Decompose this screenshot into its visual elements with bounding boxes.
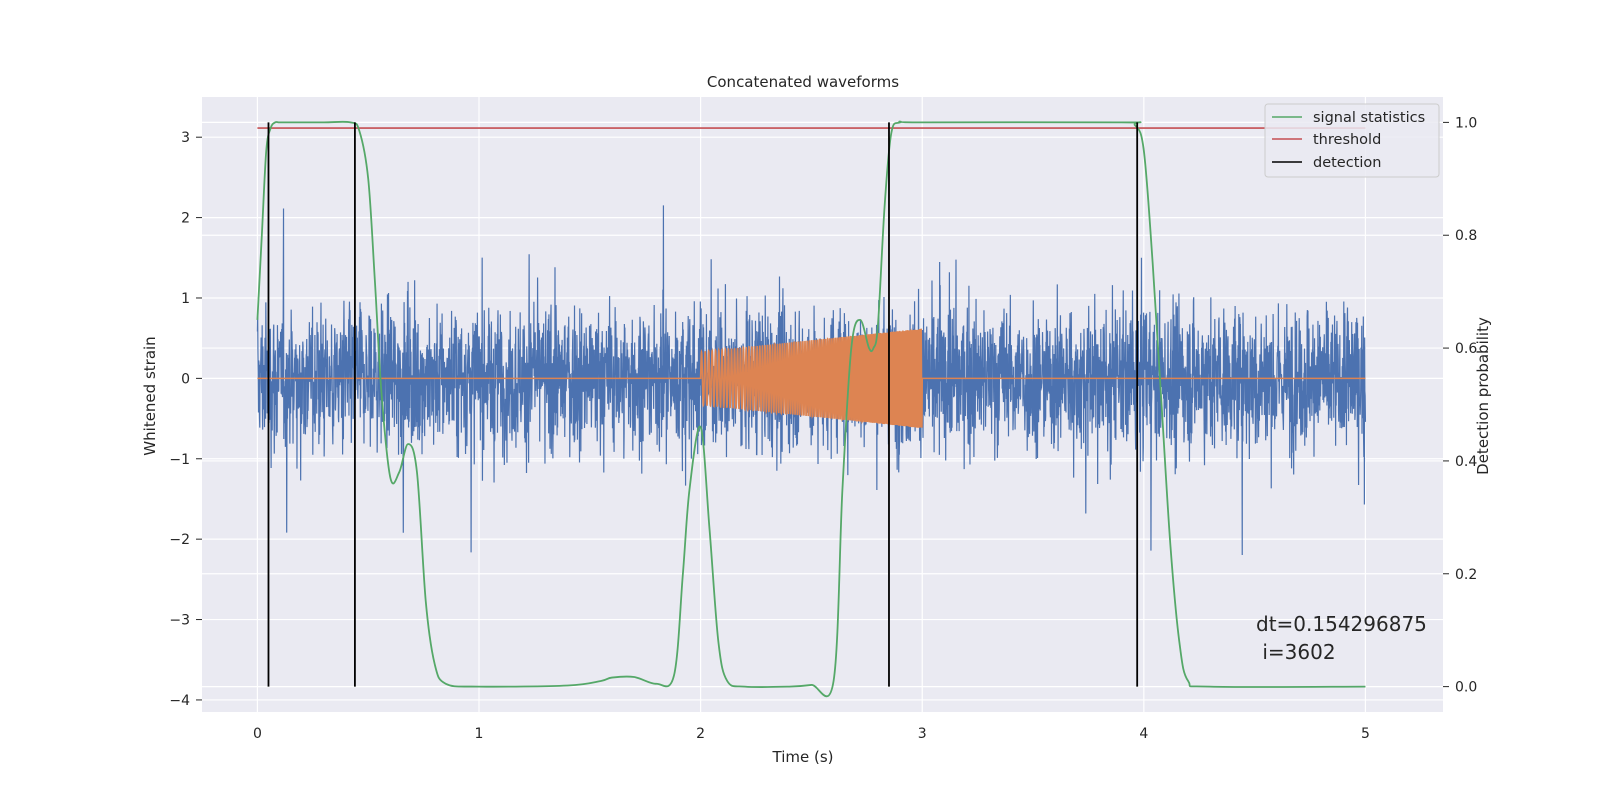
x-tick-label: 2: [696, 726, 705, 742]
x-tick-label: 0: [253, 726, 262, 742]
legend-label-signal-statistics: signal statistics: [1313, 110, 1425, 126]
y-left-tick-label: −4: [169, 693, 190, 709]
y-right-tick-label: 0.2: [1455, 567, 1477, 583]
legend: signal statistics threshold detection: [1264, 103, 1440, 178]
y-axis-label-left: Whitened strain: [141, 336, 159, 455]
y-left-tick-label: −1: [169, 452, 190, 468]
chart-title: Concatenated waveforms: [707, 73, 899, 91]
legend-frame: [1264, 103, 1440, 178]
y-axis-label-right: Detection probability: [1474, 317, 1492, 475]
x-tick-label: 4: [1139, 726, 1148, 742]
y-left-tick-label: 2: [181, 211, 190, 227]
x-tick-label: 5: [1361, 726, 1370, 742]
annotation-index: i=3602: [1256, 640, 1336, 664]
y-right-tick-label: 1.0: [1455, 115, 1477, 131]
y-right-tick-label: 0.8: [1455, 228, 1477, 244]
x-axis-label: Time (s): [772, 748, 834, 766]
y-left-tick-label: 1: [181, 291, 190, 307]
x-tick-label: 3: [918, 726, 927, 742]
y-right-tick-label: 0.4: [1455, 454, 1477, 470]
legend-label-threshold: threshold: [1313, 132, 1381, 148]
legend-label-detection: detection: [1313, 155, 1381, 171]
series-template-line: [257, 328, 1366, 428]
annotation-dt: dt=0.154296875: [1256, 612, 1427, 636]
y-left-tick-label: 0: [181, 371, 190, 387]
y-right-tick-label: 0.6: [1455, 341, 1477, 357]
y-left-tick-label: 3: [181, 130, 190, 146]
y-left-tick-label: −3: [169, 613, 190, 629]
y-right-tick-label: 0.0: [1455, 680, 1477, 696]
series-signal-statistics-line: [256, 120, 1366, 698]
x-tick-label: 1: [475, 726, 484, 742]
y-left-tick-label: −2: [169, 532, 190, 548]
